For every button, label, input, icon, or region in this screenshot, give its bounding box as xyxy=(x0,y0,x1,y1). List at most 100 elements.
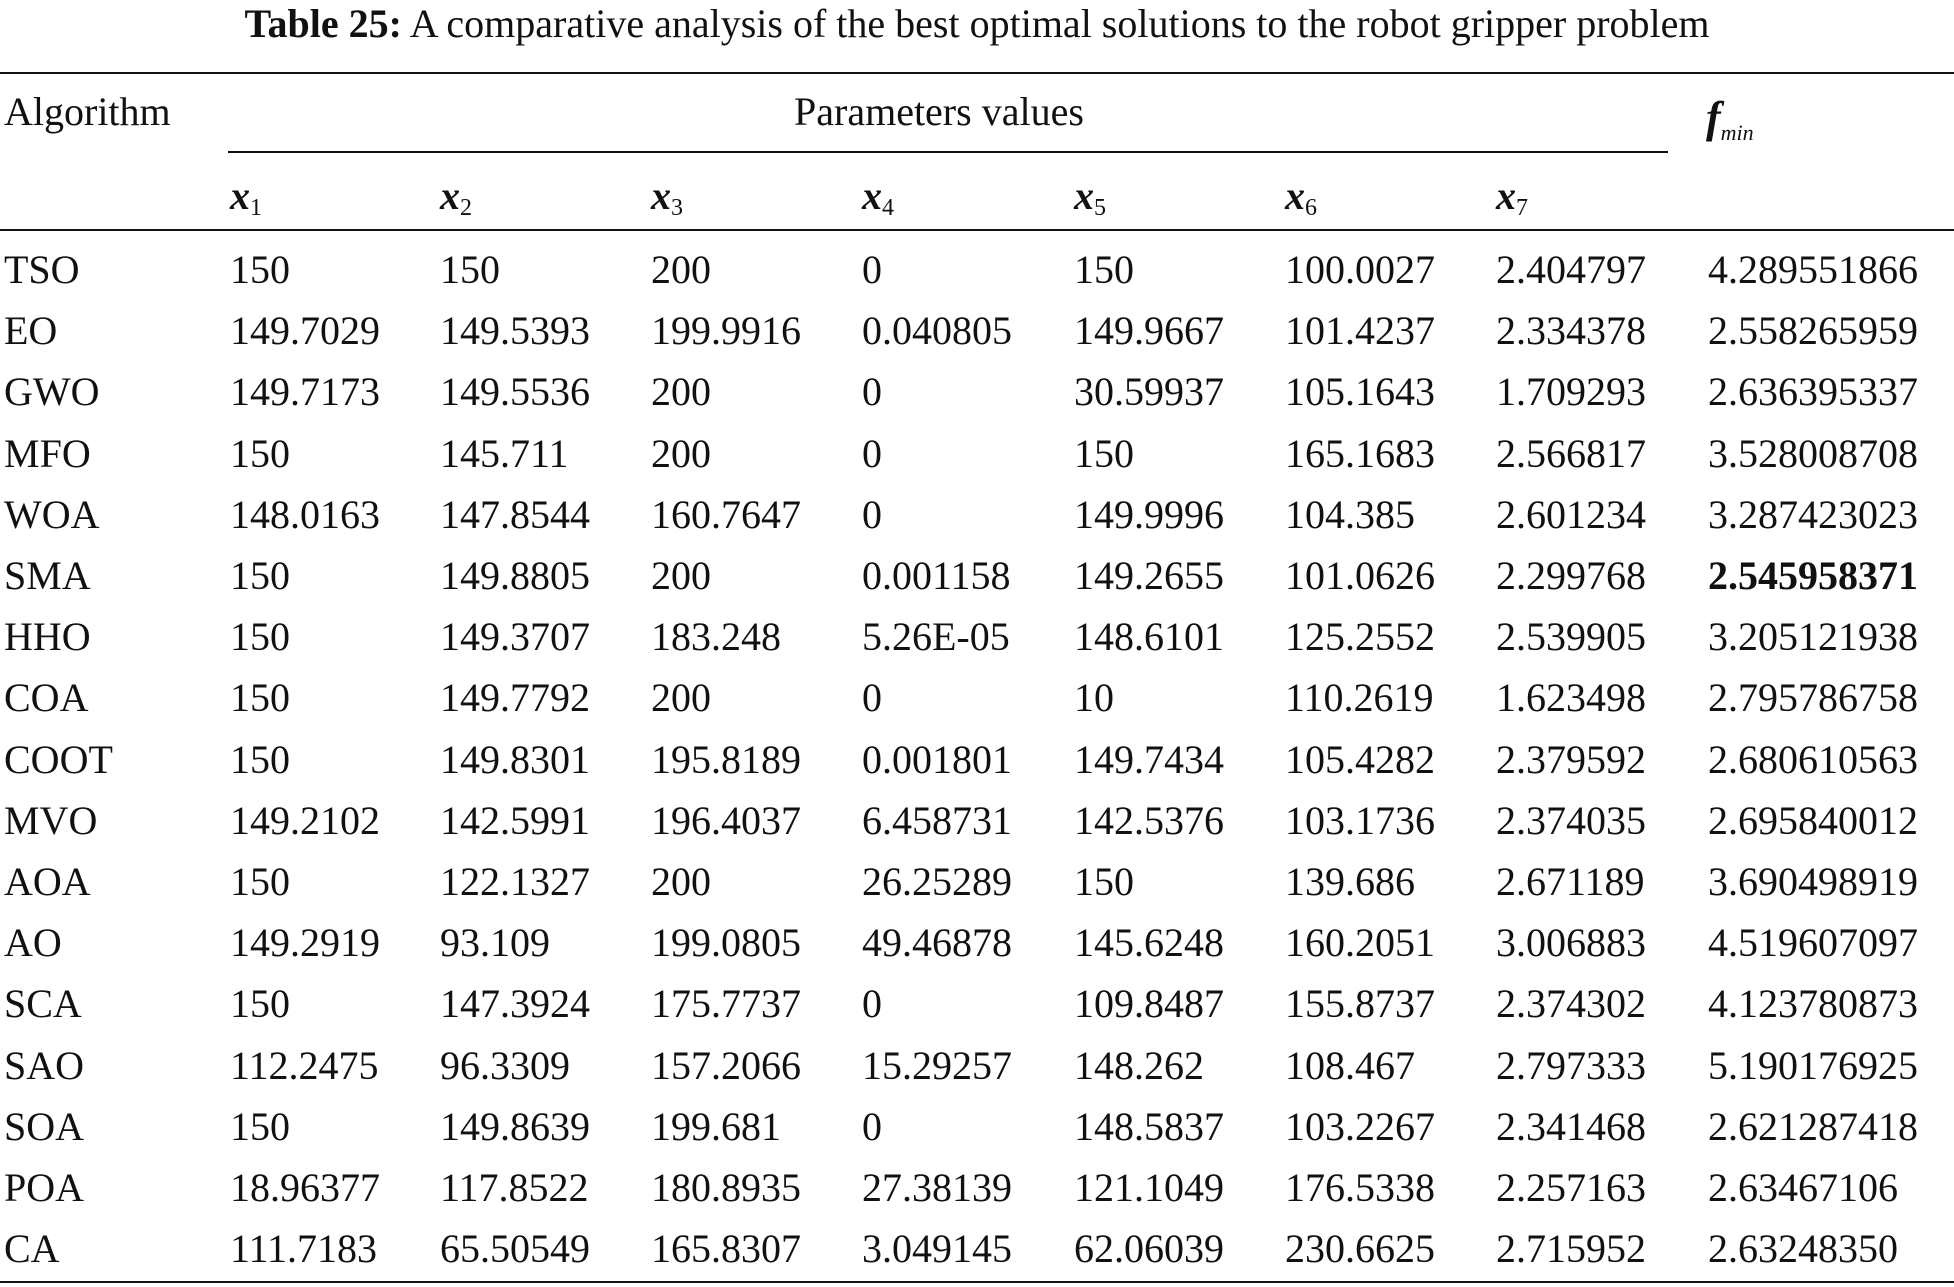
header-x3-sub: 3 xyxy=(671,195,683,221)
cell-x5: 109.8487 xyxy=(1074,981,1224,1027)
cell-algorithm: TSO xyxy=(4,247,80,292)
cell-x7: 2.257163 xyxy=(1496,1165,1646,1210)
header-x3-main: x xyxy=(651,173,671,218)
cell-x5: 10 xyxy=(1074,675,1114,721)
cell-x2: 93.109 xyxy=(440,920,550,966)
cell-x1: 150 xyxy=(230,553,290,598)
cell-x2: 149.5536 xyxy=(440,369,590,415)
cell-x1: 150 xyxy=(230,675,290,721)
cell-x2: 122.1327 xyxy=(440,859,590,904)
cell-x5: 121.1049 xyxy=(1074,1165,1224,1210)
cell-x1: 150 xyxy=(230,430,290,476)
cell-x5: 149.9667 xyxy=(1074,308,1224,354)
cell-algorithm: AOA xyxy=(4,859,91,904)
cell-x1: 148.0163 xyxy=(230,491,380,537)
cell-x7: 2.374035 xyxy=(1496,797,1646,843)
cell-fmin: 2.680610563 xyxy=(1708,736,1918,782)
cell-fmin: 3.528008708 xyxy=(1708,430,1918,476)
cell-x5: 150 xyxy=(1074,430,1134,476)
header-x2: x2 xyxy=(440,172,472,232)
cell-x7: 2.379592 xyxy=(1496,736,1646,782)
cell-x2: 145.711 xyxy=(440,430,569,476)
cell-x6: 165.1683 xyxy=(1285,430,1435,476)
cell-x6: 100.0027 xyxy=(1285,247,1435,292)
cell-x7: 3.006883 xyxy=(1496,920,1646,966)
cell-x4: 0.040805 xyxy=(862,308,1012,354)
cell-x6: 105.4282 xyxy=(1285,736,1435,782)
cell-x1: 150 xyxy=(230,981,290,1027)
cell-fmin: 2.695840012 xyxy=(1708,797,1918,843)
cell-x7: 2.539905 xyxy=(1496,614,1646,660)
cell-x2: 149.8805 xyxy=(440,553,590,598)
cell-fmin: 2.545958371 xyxy=(1708,553,1918,598)
header-fmin-main: f xyxy=(1706,93,1721,142)
table-caption-label: Table 25: xyxy=(244,1,402,46)
cell-x3: 175.7737 xyxy=(651,981,801,1027)
header-x6-main: x xyxy=(1285,173,1305,218)
cell-x1: 149.2919 xyxy=(230,920,380,966)
table-header-rule xyxy=(0,229,1954,231)
cell-x4: 0.001801 xyxy=(862,736,1012,782)
cell-fmin: 2.63467106 xyxy=(1708,1165,1898,1210)
cell-x6: 108.467 xyxy=(1285,1042,1415,1088)
cell-x5: 150 xyxy=(1074,859,1134,904)
cell-algorithm: WOA xyxy=(4,491,100,537)
cell-x6: 103.1736 xyxy=(1285,797,1435,843)
cell-x6: 139.686 xyxy=(1285,859,1415,904)
cell-x4: 0 xyxy=(862,675,882,721)
cell-x4: 15.29257 xyxy=(862,1042,1012,1088)
header-x5: x5 xyxy=(1074,172,1106,232)
cell-x2: 117.8522 xyxy=(440,1165,589,1210)
cell-x2: 149.3707 xyxy=(440,614,590,660)
cell-x3: 200 xyxy=(651,859,711,904)
cell-x7: 2.299768 xyxy=(1496,553,1646,598)
cell-fmin: 2.621287418 xyxy=(1708,1103,1918,1149)
cell-x6: 110.2619 xyxy=(1285,675,1434,721)
cell-x2: 147.8544 xyxy=(440,491,590,537)
cell-x7: 2.797333 xyxy=(1496,1042,1646,1088)
cell-fmin: 2.558265959 xyxy=(1708,308,1918,354)
table-group-rule xyxy=(228,151,1668,153)
cell-x7: 2.334378 xyxy=(1496,308,1646,354)
header-x7-sub: 7 xyxy=(1516,195,1528,221)
cell-x7: 2.715952 xyxy=(1496,1226,1646,1272)
cell-x3: 195.8189 xyxy=(651,736,801,782)
cell-x7: 1.709293 xyxy=(1496,369,1646,415)
cell-x2: 149.7792 xyxy=(440,675,590,721)
cell-x4: 49.46878 xyxy=(862,920,1012,966)
header-x1-sub: 1 xyxy=(250,195,262,221)
header-x6-sub: 6 xyxy=(1305,195,1317,221)
cell-algorithm: SOA xyxy=(4,1103,85,1149)
cell-x1: 112.2475 xyxy=(230,1042,379,1088)
cell-x3: 200 xyxy=(651,553,711,598)
cell-x3: 199.9916 xyxy=(651,308,801,354)
cell-x2: 150 xyxy=(440,247,500,292)
cell-fmin: 2.795786758 xyxy=(1708,675,1918,721)
cell-x7: 2.601234 xyxy=(1496,491,1646,537)
cell-fmin: 3.205121938 xyxy=(1708,614,1918,660)
header-x5-main: x xyxy=(1074,173,1094,218)
cell-x1: 150 xyxy=(230,859,290,904)
cell-x2: 96.3309 xyxy=(440,1042,570,1088)
cell-x5: 149.2655 xyxy=(1074,553,1224,598)
table-caption-text: A comparative analysis of the best optim… xyxy=(409,1,1710,46)
cell-x4: 27.38139 xyxy=(862,1165,1012,1210)
cell-x4: 0 xyxy=(862,491,882,537)
cell-fmin: 5.190176925 xyxy=(1708,1042,1918,1088)
cell-x4: 6.458731 xyxy=(862,797,1012,843)
cell-x1: 149.7029 xyxy=(230,308,380,354)
cell-algorithm: EO xyxy=(4,308,58,354)
cell-x4: 0 xyxy=(862,430,882,476)
cell-x6: 101.4237 xyxy=(1285,308,1435,354)
cell-x6: 155.8737 xyxy=(1285,981,1435,1027)
cell-x5: 62.06039 xyxy=(1074,1226,1224,1272)
cell-x4: 0 xyxy=(862,1103,882,1149)
cell-fmin: 4.289551866 xyxy=(1708,247,1918,292)
cell-x2: 149.5393 xyxy=(440,308,590,354)
cell-x1: 150 xyxy=(230,736,290,782)
cell-x6: 103.2267 xyxy=(1285,1103,1435,1149)
cell-x4: 0 xyxy=(862,981,882,1027)
cell-x7: 2.404797 xyxy=(1496,247,1646,292)
cell-x5: 149.9996 xyxy=(1074,491,1224,537)
cell-fmin: 4.519607097 xyxy=(1708,920,1918,966)
